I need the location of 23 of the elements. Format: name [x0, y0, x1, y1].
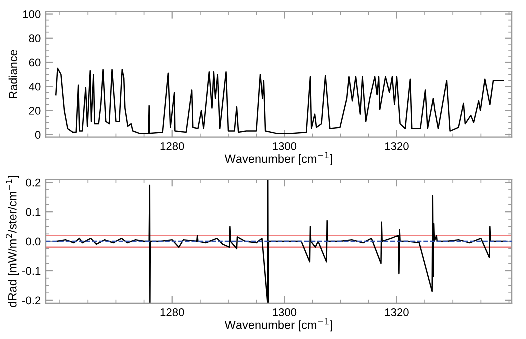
x-axis-title: Wavenumber [cm$^{−1}$] [224, 152, 332, 166]
x-tick-label: 1300 [273, 308, 297, 316]
line-series [56, 180, 506, 304]
x-tick-label: 1280 [160, 142, 184, 150]
y-tick-label: 60 [29, 58, 41, 67]
y-tick-label: -0.2 [22, 296, 41, 305]
x-axis-title: Wavenumber [cm$^{−1}$] [224, 318, 332, 332]
line-series [56, 68, 504, 134]
y-tick-label: 0.2 [26, 178, 41, 187]
y-axis-title: Radiance [8, 50, 18, 99]
y-axis-title: dRad [mW/m$^{2}$/ster/cm$^{−1}$] [6, 176, 20, 308]
y-tick-label: 40 [29, 82, 41, 91]
x-tick-label: 1320 [385, 142, 409, 150]
y-tick-label: 100 [23, 10, 41, 18]
y-tick-label: 0 [35, 131, 41, 140]
x-tick-label: 1300 [273, 142, 297, 150]
y-tick-label: 0.0 [26, 238, 41, 246]
x-tick-label: 1280 [160, 308, 184, 316]
y-tick-label: 0.1 [26, 208, 41, 216]
y-tick-label: -0.1 [22, 267, 41, 276]
y-tick-label: 20 [29, 107, 41, 115]
x-tick-label: 1320 [385, 308, 409, 316]
y-tick-label: 80 [29, 34, 41, 43]
